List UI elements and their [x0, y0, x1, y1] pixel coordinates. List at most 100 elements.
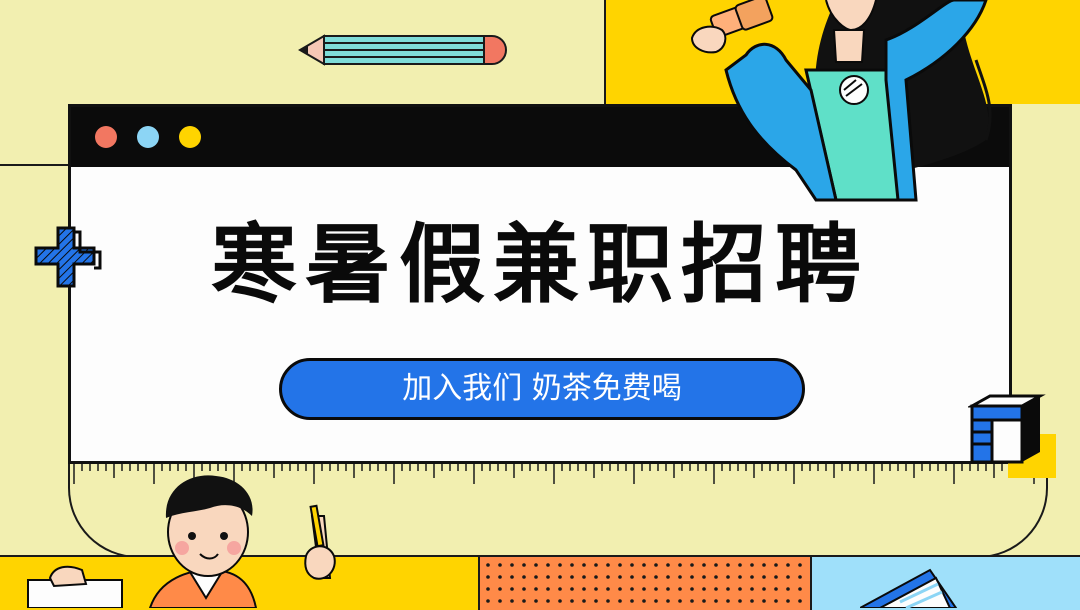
pattern-dot — [750, 563, 754, 567]
pattern-dot — [774, 587, 778, 591]
pattern-dot — [546, 563, 550, 567]
pattern-dot — [642, 575, 646, 579]
pattern-dot — [738, 599, 742, 603]
man-illustration — [27, 475, 336, 608]
pattern-dot — [750, 599, 754, 603]
pattern-dot — [546, 599, 550, 603]
pattern-dot — [642, 587, 646, 591]
pattern-dot — [630, 575, 634, 579]
pattern-dot — [654, 599, 658, 603]
pattern-dot — [798, 599, 802, 603]
pattern-dot — [642, 599, 646, 603]
pattern-dot — [678, 599, 682, 603]
window-dot-yellow — [179, 126, 201, 148]
pattern-dot — [582, 575, 586, 579]
pattern-dot — [702, 575, 706, 579]
pattern-dot — [522, 587, 526, 591]
pattern-dot — [534, 575, 538, 579]
pattern-dot — [690, 599, 694, 603]
pattern-dot — [678, 563, 682, 567]
pattern-dot — [498, 563, 502, 567]
woman-illustration — [690, 0, 992, 202]
pattern-dot — [654, 575, 658, 579]
pattern-dot — [534, 599, 538, 603]
pattern-dot — [498, 587, 502, 591]
pattern-dot — [750, 587, 754, 591]
pattern-dot — [510, 575, 514, 579]
pattern-dot — [654, 563, 658, 567]
pattern-dot — [534, 563, 538, 567]
pattern-dot — [486, 599, 490, 603]
pattern-dot — [762, 563, 766, 567]
pattern-dot — [690, 575, 694, 579]
pattern-dot — [786, 575, 790, 579]
pattern-dot — [786, 599, 790, 603]
pattern-dot — [786, 587, 790, 591]
pattern-dot — [666, 575, 670, 579]
cube-icon — [968, 394, 1056, 478]
pattern-dot — [630, 599, 634, 603]
pattern-dot — [498, 575, 502, 579]
pattern-dot — [570, 575, 574, 579]
pattern-dot — [510, 563, 514, 567]
plus-icon — [34, 226, 102, 288]
pattern-dot — [486, 563, 490, 567]
pencil-icon — [298, 34, 507, 66]
pattern-dot — [558, 599, 562, 603]
pattern-dot — [714, 575, 718, 579]
pattern-dot — [738, 575, 742, 579]
pattern-dot — [594, 563, 598, 567]
pattern-dot — [690, 587, 694, 591]
pattern-dot — [558, 587, 562, 591]
pattern-dot — [558, 575, 562, 579]
pattern-dot — [630, 563, 634, 567]
pattern-dot — [594, 599, 598, 603]
pattern-dot — [726, 599, 730, 603]
pattern-dot — [486, 575, 490, 579]
pattern-dot — [702, 563, 706, 567]
divider — [0, 164, 70, 166]
pattern-dot — [678, 575, 682, 579]
pattern-dot — [594, 575, 598, 579]
pattern-dot — [606, 599, 610, 603]
pattern-dot — [798, 563, 802, 567]
pattern-dot — [654, 587, 658, 591]
pattern-dot — [714, 563, 718, 567]
dot-pattern — [486, 563, 802, 603]
window-dot-blue — [137, 126, 159, 148]
subtitle-pill[interactable]: 加入我们 奶茶免费喝 — [279, 358, 805, 420]
pattern-dot — [726, 575, 730, 579]
pattern-dot — [738, 587, 742, 591]
pattern-dot — [546, 575, 550, 579]
pattern-dot — [510, 599, 514, 603]
divider — [604, 0, 606, 104]
pattern-dot — [750, 575, 754, 579]
pattern-dot — [618, 563, 622, 567]
pattern-dot — [738, 563, 742, 567]
pattern-dot — [498, 599, 502, 603]
pattern-dot — [666, 563, 670, 567]
pattern-dot — [570, 599, 574, 603]
pattern-dot — [582, 599, 586, 603]
pattern-dot — [606, 587, 610, 591]
pattern-dot — [690, 563, 694, 567]
pattern-dot — [606, 563, 610, 567]
book-icon — [860, 568, 958, 608]
pattern-dot — [714, 587, 718, 591]
pattern-dot — [702, 587, 706, 591]
pattern-dot — [762, 599, 766, 603]
pattern-dot — [798, 575, 802, 579]
pattern-dot — [546, 587, 550, 591]
pattern-dot — [666, 599, 670, 603]
pattern-dot — [702, 599, 706, 603]
pattern-dot — [606, 575, 610, 579]
pattern-dot — [618, 599, 622, 603]
pattern-dot — [522, 563, 526, 567]
pattern-dot — [762, 587, 766, 591]
pattern-dot — [774, 599, 778, 603]
pattern-dot — [774, 575, 778, 579]
pattern-dot — [798, 587, 802, 591]
pattern-dot — [726, 563, 730, 567]
pattern-dot — [582, 587, 586, 591]
pattern-dot — [642, 563, 646, 567]
